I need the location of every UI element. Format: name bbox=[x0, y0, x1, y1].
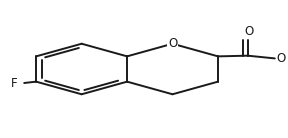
Text: O: O bbox=[276, 52, 285, 65]
Text: F: F bbox=[11, 76, 18, 90]
Text: O: O bbox=[168, 37, 177, 50]
Text: O: O bbox=[245, 25, 254, 38]
